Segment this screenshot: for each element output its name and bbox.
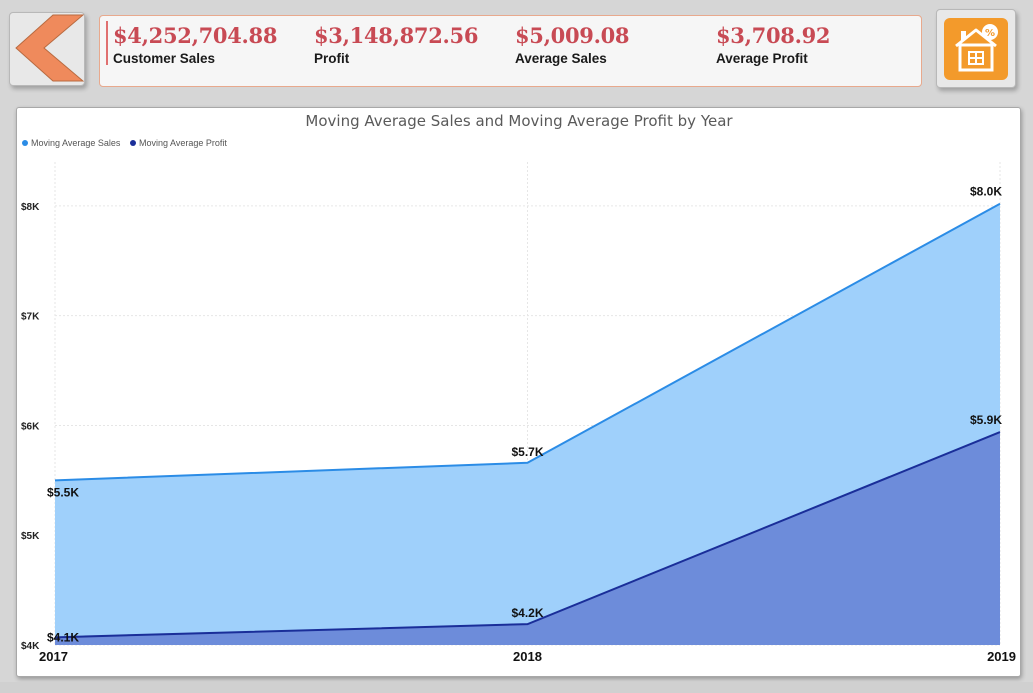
kpi-panel: $4,252,704.88 Customer Sales $3,148,872.…	[99, 15, 922, 87]
kpi-label: Average Sales	[515, 51, 607, 66]
kpi-accent-bar	[106, 21, 108, 65]
data-label: $4.1K	[47, 630, 79, 644]
kpi-value: $5,009.08	[515, 23, 630, 48]
x-tick-label: 2017	[39, 649, 68, 664]
area-chart: Moving Average Sales and Moving Average …	[21, 112, 1016, 664]
home-percent-icon: %	[955, 24, 998, 72]
line-sales	[54, 202, 1001, 482]
kpi-average-profit: $3,708.92 Average Profit	[716, 23, 831, 66]
chart-panel: Moving Average Sales and Moving Average …	[16, 107, 1021, 677]
kpi-profit: $3,148,872.56 Profit	[314, 23, 478, 66]
y-tick-label: $6K	[21, 421, 40, 432]
kpi-label: Customer Sales	[113, 51, 216, 66]
kpi-value: $3,148,872.56	[314, 23, 479, 48]
x-tick-label: 2019	[987, 649, 1016, 664]
y-tick-label: $8K	[21, 202, 40, 213]
kpi-label: Profit	[314, 51, 350, 66]
home-button[interactable]: %	[936, 9, 1016, 88]
legend-label: Moving Average Sales	[31, 138, 121, 148]
back-arrow-icon	[15, 14, 84, 82]
legend-label: Moving Average Profit	[139, 138, 227, 148]
kpi-value: $3,708.92	[716, 23, 831, 48]
y-tick-label: $4K	[21, 641, 40, 652]
kpi-value: $4,252,704.88	[113, 23, 278, 48]
data-label: $4.2K	[511, 606, 543, 620]
kpi-label: Average Profit	[716, 51, 808, 66]
legend-marker	[22, 140, 28, 146]
kpi-average-sales: $5,009.08 Average Sales	[515, 23, 630, 66]
y-tick-label: $5K	[21, 531, 40, 542]
data-label: $8.0K	[970, 185, 1002, 199]
svg-text:%: %	[985, 28, 995, 39]
area-profit	[55, 432, 1000, 645]
legend-marker	[130, 140, 136, 146]
back-button[interactable]	[9, 12, 85, 86]
x-tick-label: 2018	[513, 649, 542, 664]
line-profit	[54, 431, 1001, 639]
chart-title: Moving Average Sales and Moving Average …	[305, 112, 733, 130]
data-label: $5.5K	[47, 485, 79, 499]
data-label: $5.7K	[511, 445, 543, 459]
home-button-face: %	[944, 18, 1008, 80]
y-tick-label: $7K	[21, 312, 40, 323]
kpi-customer-sales: $4,252,704.88 Customer Sales	[113, 23, 277, 66]
bottom-strip	[0, 682, 1033, 693]
data-label: $5.9K	[970, 413, 1002, 427]
